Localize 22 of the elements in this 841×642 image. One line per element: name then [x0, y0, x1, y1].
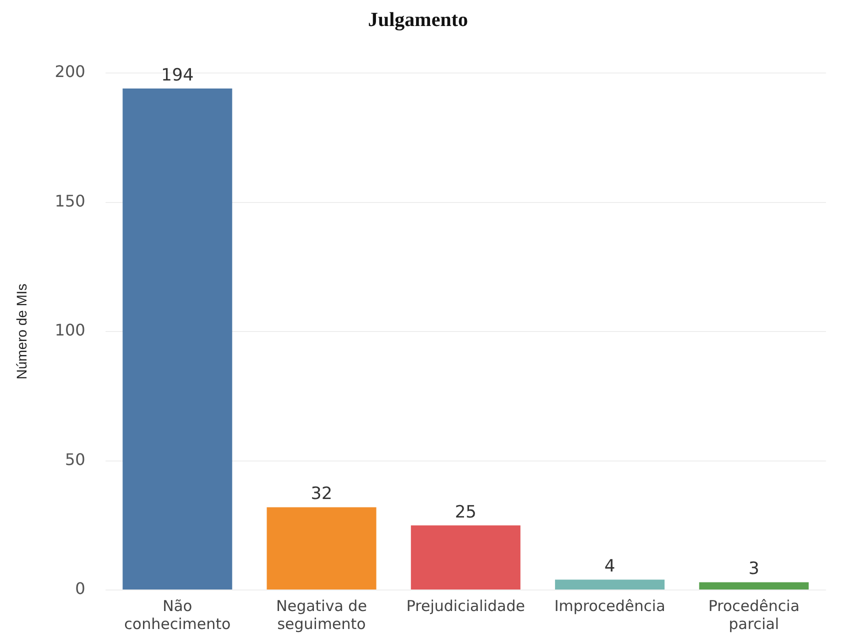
data-label: 3: [748, 559, 760, 580]
x-tick-label: Procedência parcial: [708, 596, 800, 633]
data-label: 194: [161, 65, 194, 86]
bar: [266, 507, 376, 590]
x-tick-label: Negativa de seguimento: [276, 596, 367, 633]
chart-title: Julgamento: [368, 9, 468, 32]
y-tick-label: 150: [54, 191, 86, 210]
y-tick-label: 0: [75, 579, 86, 598]
bar: [699, 582, 809, 590]
y-axis-title: Número de MIs: [13, 284, 30, 380]
data-label: 4: [604, 556, 616, 577]
bar: [410, 525, 520, 590]
bar: [555, 580, 665, 590]
x-tick-label: Improcedência: [554, 596, 666, 615]
x-tick-label: Não conhecimento: [124, 596, 231, 633]
data-label: 32: [310, 484, 332, 504]
bar: [122, 88, 232, 590]
y-tick-label: 100: [54, 320, 86, 340]
x-tick-label: Prejudicialidade: [406, 596, 525, 615]
y-tick-label: 50: [64, 450, 86, 469]
y-tick-label: 200: [54, 62, 86, 82]
data-label: 25: [454, 502, 476, 522]
